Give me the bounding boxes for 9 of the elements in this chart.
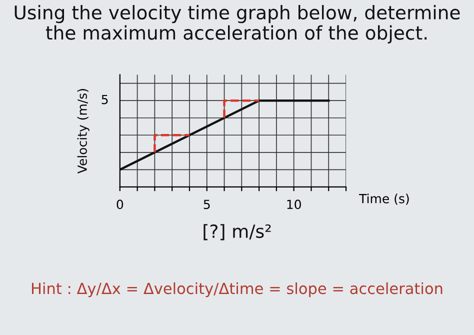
x-tick-label: 10 xyxy=(287,200,301,210)
x-tick-label: 0 xyxy=(116,200,124,210)
x-tick-label: 5 xyxy=(204,200,210,210)
chart-title: Using the velocity time graph below, determine the maximum acceleration of the object. xyxy=(14,5,460,44)
text: [?] m/s² xyxy=(204,224,271,240)
text: 5 xyxy=(102,94,108,104)
text: Hint : Δy/Δx = Δvelocity/Δtime = slope = acceleration xyxy=(32,282,442,298)
x-axis-title: Time (s) xyxy=(359,194,409,205)
y-axis-title: Velocity (m/s) xyxy=(77,89,90,174)
